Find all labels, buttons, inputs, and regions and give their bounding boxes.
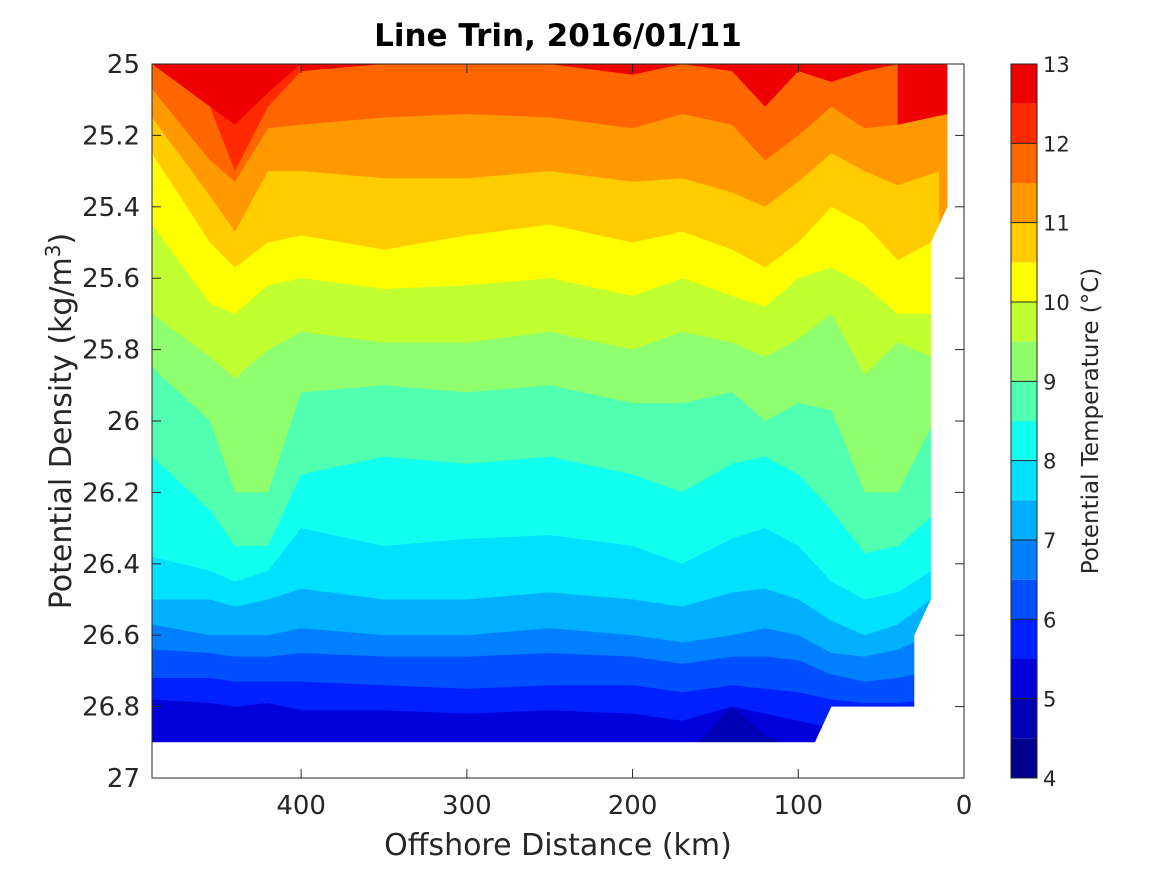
y-tick-label: 26.6 <box>82 621 140 651</box>
colorbar-tick-label: 12 <box>1043 132 1070 156</box>
colorbar: 13 12 11 10 9 8 7 6 5 4 <box>1010 53 1070 791</box>
no-data-mask <box>152 64 964 779</box>
colorbar-segment <box>1011 183 1037 223</box>
colorbar-segment <box>1011 222 1037 263</box>
colorbar-segment <box>1011 421 1037 461</box>
chart-title: Line Trin, 2016/01/11 <box>374 18 742 54</box>
colorbar-tick-label: 10 <box>1043 291 1070 315</box>
colorbar-tick-label: 4 <box>1043 767 1056 791</box>
y-tick-label: 25.8 <box>82 336 140 366</box>
x-axis-label: Offshore Distance (km) <box>384 828 732 863</box>
colorbar-segment <box>1011 698 1037 739</box>
colorbar-segment <box>1011 579 1037 620</box>
colorbar-label: Potential Temperature (°C) <box>1078 267 1104 575</box>
y-tick-label: 25.6 <box>82 264 140 294</box>
colorbar-segment <box>1011 64 1037 104</box>
y-tick-label: 26.2 <box>82 478 140 508</box>
colorbar-tick-label: 7 <box>1043 529 1056 553</box>
colorbar-segment <box>1011 262 1037 302</box>
colorbar-segment <box>1011 302 1037 342</box>
x-tick-label: 0 <box>956 791 973 821</box>
y-tick-label: 25 <box>107 50 140 80</box>
x-tick-label: 400 <box>276 791 326 821</box>
colorbar-tick-label: 13 <box>1043 53 1070 77</box>
y-tick-label: 26 <box>107 407 140 437</box>
y-tick-label: 25.4 <box>82 193 140 223</box>
colorbar-segment <box>1011 540 1037 580</box>
colorbar-segment <box>1011 738 1037 778</box>
colorbar-segment <box>1011 143 1037 183</box>
colorbar-segment <box>1011 341 1037 382</box>
colorbar-segment <box>1011 103 1037 144</box>
colorbar-segment <box>1011 460 1037 501</box>
x-tick-label: 300 <box>442 791 492 821</box>
colorbar-tick-label: 8 <box>1043 450 1056 474</box>
y-tick-label: 26.8 <box>82 693 140 723</box>
colorbar-tick-label: 9 <box>1043 370 1056 394</box>
axis-ticks: 400 300 200 100 0 25 25.2 25.4 25.6 25.8 26 26.2 26.… <box>82 50 972 821</box>
colorbar-segment <box>1011 659 1037 699</box>
y-tick-label: 25.2 <box>82 121 140 151</box>
colorbar-tick-label: 5 <box>1043 688 1056 712</box>
colorbar-segment <box>1011 500 1037 540</box>
colorbar-tick-label: 6 <box>1043 608 1056 632</box>
contour-fill-layer <box>152 64 964 778</box>
colorbar-tick-label: 11 <box>1043 212 1070 236</box>
colorbar-segment <box>1011 619 1037 659</box>
y-tick-label: 26.4 <box>82 550 140 580</box>
y-tick-label: 27 <box>107 764 140 794</box>
y-axis-label: Potential Density (kg/m3) <box>41 232 79 610</box>
x-tick-label: 100 <box>773 791 823 821</box>
no-data-region <box>152 64 964 779</box>
colorbar-segment <box>1011 381 1037 421</box>
x-tick-label: 200 <box>608 791 658 821</box>
